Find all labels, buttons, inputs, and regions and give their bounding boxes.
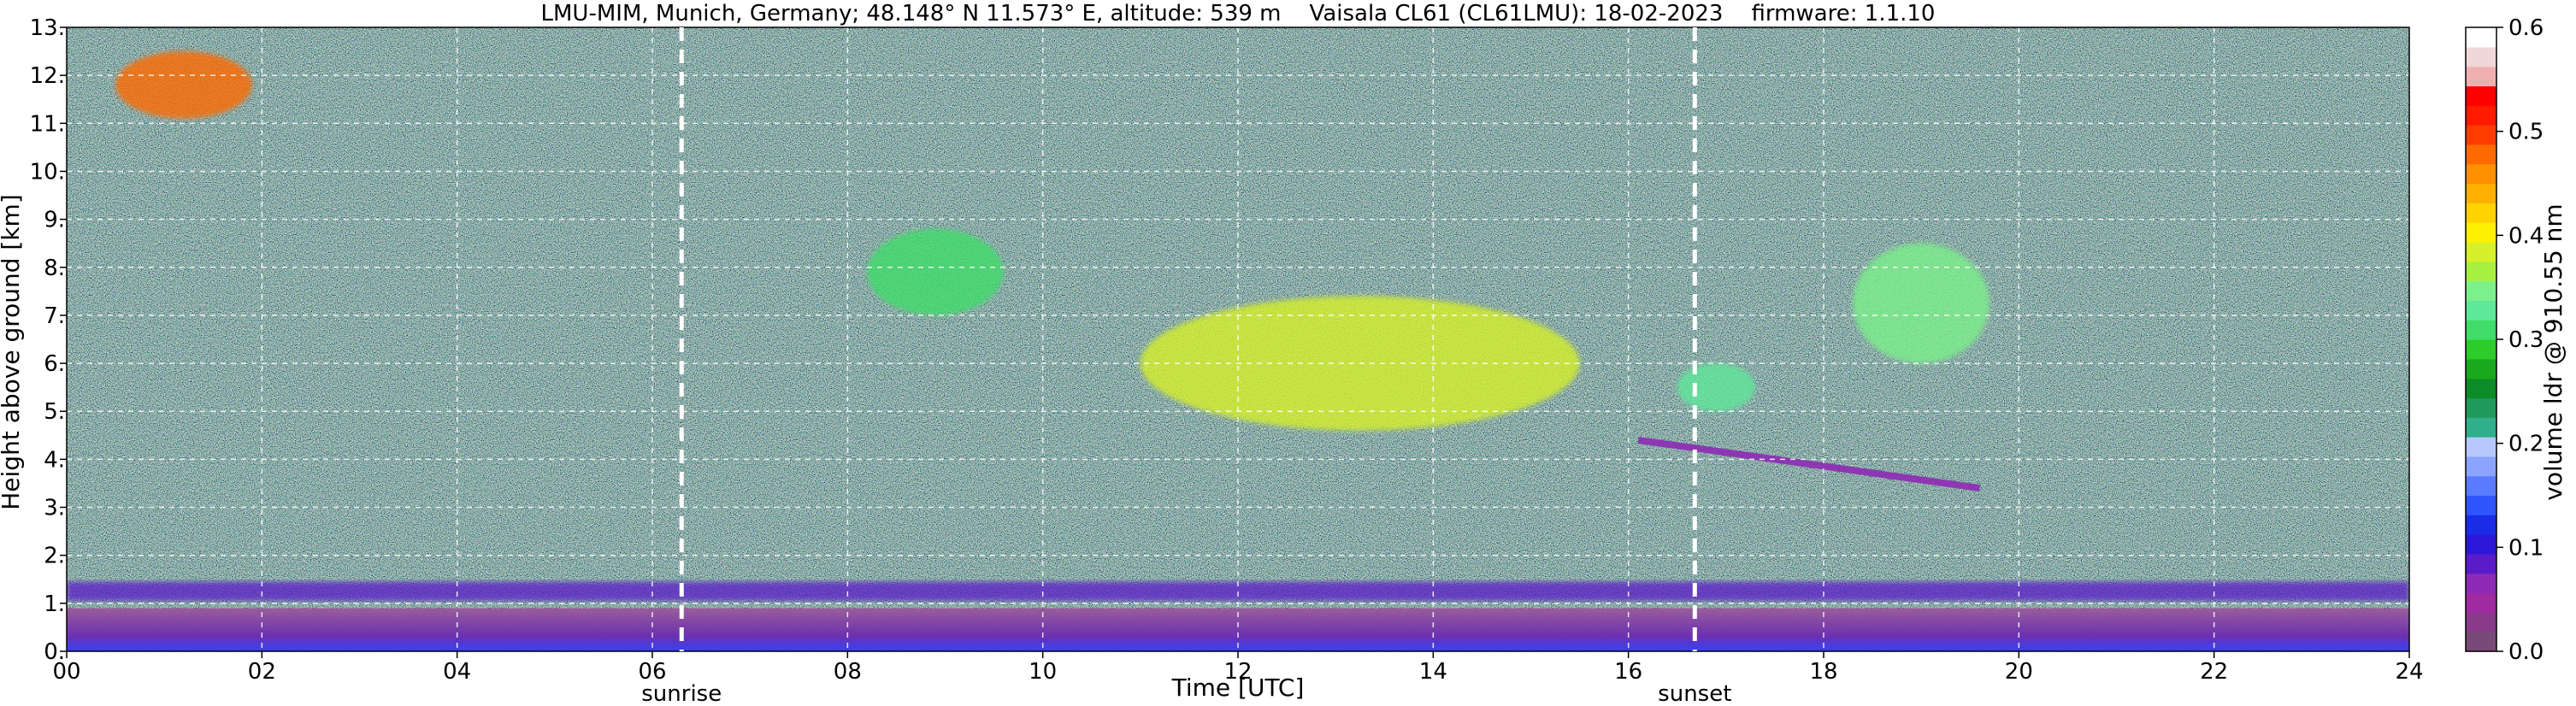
colorbar-swatch (2466, 163, 2496, 185)
marker-label-sunset: sunset (1658, 681, 1731, 706)
x-tick-label: 16 (1614, 659, 1642, 685)
feature-cirrus-3 (1677, 363, 1756, 412)
colorbar-swatch (2466, 515, 2496, 535)
y-tick-label: 9. (44, 208, 65, 233)
feature-aerosol_layer-6 (1637, 436, 1981, 492)
y-tick-label: 3. (44, 496, 65, 521)
colorbar-swatch (2466, 495, 2496, 515)
colorbar-swatch (2466, 475, 2496, 497)
colorbar-swatch (2466, 280, 2496, 301)
x-tick-label: 24 (2395, 659, 2423, 685)
colorbar-swatch (2466, 27, 2496, 48)
x-tick-label: 02 (248, 659, 276, 685)
plot-area (66, 26, 2410, 652)
colorbar-tick-label: 0.3 (2508, 327, 2544, 353)
colorbar-label: volume ldr @ 910.55 nm (2539, 203, 2567, 500)
sun-markers: sunrise sunset (641, 27, 1731, 706)
y-tick-label: 1. (44, 591, 65, 617)
feature-cirrus-4 (1853, 243, 1990, 364)
colorbar-swatch (2466, 339, 2496, 360)
colorbar-swatch (2466, 592, 2496, 613)
y-tick-label: 5. (44, 399, 65, 425)
colorbar-swatch (2466, 358, 2496, 379)
x-tick-label: 08 (834, 659, 862, 685)
x-tick-label: 00 (52, 659, 80, 685)
x-tick-label: 20 (2005, 659, 2033, 685)
x-tick-label: 12 (1223, 659, 1252, 685)
colorbar-tick-label: 0.0 (2508, 639, 2544, 665)
grid-lines (67, 27, 2409, 651)
y-tick-label: 6. (44, 351, 65, 377)
colorbar-swatch (2466, 300, 2496, 321)
plot-canvas (67, 27, 2409, 651)
colorbar-swatch (2466, 320, 2496, 340)
x-tick-label: 04 (443, 659, 471, 685)
colorbar-swatch (2466, 573, 2496, 594)
colorbar-swatch (2466, 203, 2496, 223)
colorbar-swatch (2466, 456, 2496, 477)
y-tick-label: 8. (44, 256, 65, 281)
colorbar-swatch (2466, 378, 2496, 399)
colorbar: 0.0 0.1 0.2 0.3 0.4 0.5 0.6 (2465, 15, 2544, 665)
colorbar-tick-label: 0.5 (2508, 120, 2544, 145)
colorbar-swatch (2466, 241, 2496, 262)
y-tick-label: 10. (30, 159, 65, 185)
colorbar-swatch (2466, 125, 2496, 145)
x-tick-label: 18 (1809, 659, 1837, 685)
y-tick-label: 2. (44, 544, 65, 569)
x-axis: 00 02 04 06 08 10 12 14 16 18 20 22 24 (52, 651, 2424, 685)
feature-cirrus-5 (867, 228, 1004, 315)
y-tick-label: 0. (44, 639, 65, 665)
y-tick-label: 4. (44, 447, 65, 473)
colorbar-swatch (2466, 632, 2496, 652)
feature-cirrus-7 (115, 51, 252, 119)
x-axis-label: Time [UTC] (1171, 674, 1305, 702)
x-tick-label: 22 (2200, 659, 2228, 685)
colorbar-swatch (2466, 222, 2496, 243)
colorbar-tick-label: 0.1 (2508, 535, 2544, 561)
colorbar-swatch (2466, 534, 2496, 555)
y-tick-label: 7. (44, 303, 65, 329)
colorbar-swatch (2466, 66, 2496, 87)
x-tick-label: 14 (1419, 659, 1447, 685)
colorbar-swatch (2466, 261, 2496, 282)
colorbar-swatch (2466, 417, 2496, 438)
y-axis-label: Height above ground [km] (0, 194, 25, 510)
colorbar-swatch (2466, 183, 2496, 203)
y-tick-label: 12. (30, 63, 65, 89)
colorbar-swatch (2466, 437, 2496, 457)
y-tick-label: 11. (30, 111, 65, 137)
colorbar-tick-label: 0.4 (2508, 223, 2544, 249)
y-tick-label: 13. (30, 15, 65, 41)
colorbar-swatch (2466, 85, 2496, 106)
colorbar-tick-label: 0.6 (2508, 15, 2544, 41)
colorbar-swatch (2466, 105, 2496, 126)
colorbar-swatch (2466, 46, 2496, 68)
x-tick-label: 10 (1029, 659, 1057, 685)
colorbar-swatch (2466, 397, 2496, 418)
marker-label-sunrise: sunrise (641, 681, 722, 706)
colorbar-tick-label: 0.2 (2508, 432, 2544, 457)
colorbar-swatch (2466, 612, 2496, 632)
y-axis: 0. 1. 2. 3. 4. 5. 6. 7. 8. 9. 10. 11. 12. 13. (30, 15, 67, 665)
colorbar-swatch (2466, 144, 2496, 165)
colorbar-swatch (2466, 553, 2496, 574)
chart-title: LMU-MIM, Munich, Germany; 48.148° N 11.5… (541, 1, 1936, 26)
x-tick-label: 06 (638, 659, 666, 685)
